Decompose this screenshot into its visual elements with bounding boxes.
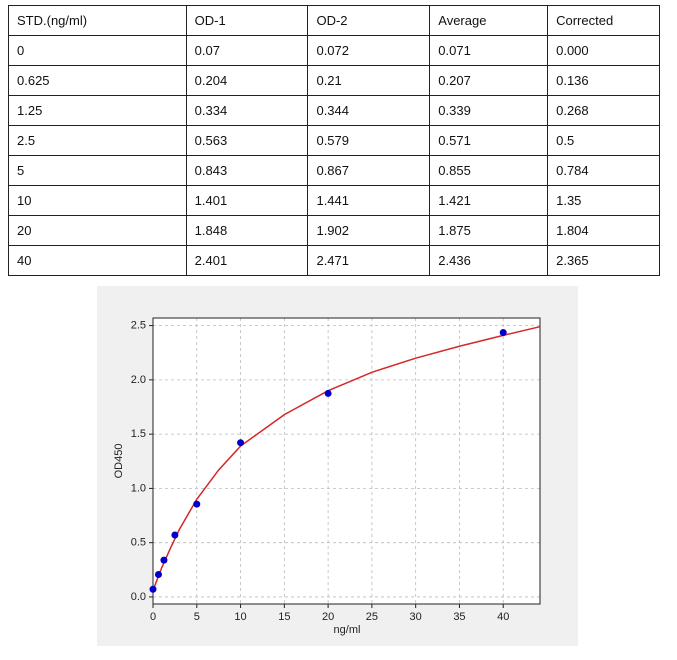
table-cell: 1.441 — [307, 185, 431, 216]
x-tick-label: 25 — [366, 611, 378, 623]
table-cell: 1.401 — [185, 185, 309, 216]
table-row: 0 0.07 0.072 0.071 0.000 — [8, 35, 660, 66]
table-cell: 1.875 — [429, 215, 549, 246]
y-tick-label: 1.5 — [131, 428, 146, 440]
data-point — [149, 585, 157, 593]
fit-curve — [152, 325, 541, 591]
data-point — [171, 531, 179, 539]
table-cell: 2.401 — [185, 245, 309, 276]
table-cell: 0.268 — [547, 95, 660, 126]
y-axis-label: OD450 — [113, 444, 125, 479]
table-cell: STD.(ng/ml) — [8, 5, 187, 36]
table-cell: 1.25 — [8, 95, 187, 126]
table-row: 0.625 0.204 0.21 0.207 0.136 — [8, 65, 660, 96]
x-tick-label: 35 — [453, 611, 465, 623]
x-tick-label: 20 — [322, 611, 334, 623]
table-cell: 0.204 — [185, 65, 309, 96]
table-row: STD.(ng/ml) OD-1 OD-2 Average Corrected — [8, 5, 660, 36]
table-cell: 1.804 — [547, 215, 660, 246]
plot-frame — [152, 317, 541, 605]
table-row: 20 1.848 1.902 1.875 1.804 — [8, 215, 660, 246]
data-table: STD.(ng/ml) OD-1 OD-2 Average Corrected 0 0.07… — [8, 5, 660, 276]
table-cell: 0.344 — [307, 95, 431, 126]
table-cell: 2.5 — [8, 125, 187, 156]
table-row: 10 1.401 1.441 1.421 1.35 — [8, 185, 660, 216]
x-tick-label: 5 — [194, 611, 200, 623]
table-cell: 2.471 — [307, 245, 431, 276]
table-row: 1.25 0.334 0.344 0.339 0.268 — [8, 95, 660, 126]
table-cell: 0.136 — [547, 65, 660, 96]
table-cell: OD-2 — [307, 5, 431, 36]
data-point — [160, 556, 168, 564]
x-tick-label: 40 — [497, 611, 509, 623]
table-cell: 5 — [8, 155, 187, 186]
table-cell: 0.072 — [307, 35, 431, 66]
table-cell: 0.579 — [307, 125, 431, 156]
table-row: 2.5 0.563 0.579 0.571 0.5 — [8, 125, 660, 156]
table-cell: 0.843 — [185, 155, 309, 186]
plot-area — [153, 318, 540, 604]
table-row: 40 2.401 2.471 2.436 2.365 — [8, 245, 660, 276]
y-tick-label: 0.0 — [131, 591, 146, 603]
data-point — [324, 389, 332, 397]
table-cell: 0.563 — [185, 125, 309, 156]
table-cell: Average — [429, 5, 549, 36]
table-cell: 0.071 — [429, 35, 549, 66]
y-tick-label: 1.0 — [131, 482, 146, 494]
table-cell: 2.365 — [547, 245, 660, 276]
table-cell: 0.5 — [547, 125, 660, 156]
table-cell: 40 — [8, 245, 187, 276]
table-cell: 1.35 — [547, 185, 660, 216]
table-cell: 0.21 — [307, 65, 431, 96]
x-tick-label: 10 — [234, 611, 246, 623]
table-cell: 1.421 — [429, 185, 549, 216]
x-tick-label: 0 — [150, 611, 156, 623]
table-cell: 0 — [8, 35, 187, 66]
table-cell: 0.339 — [429, 95, 549, 126]
table-cell: 0.784 — [547, 155, 660, 186]
data-point — [193, 500, 201, 508]
table-cell: 0.334 — [185, 95, 309, 126]
table-cell: 0.07 — [185, 35, 309, 66]
x-axis-label: ng/ml — [334, 624, 361, 636]
table-cell: 20 — [8, 215, 187, 246]
table-cell: 0.855 — [429, 155, 549, 186]
table-body: STD.(ng/ml) OD-1 OD-2 Average Corrected 0 0.07… — [8, 5, 660, 276]
x-tick-label: 15 — [278, 611, 290, 623]
table-row: 5 0.843 0.867 0.855 0.784 — [8, 155, 660, 186]
table-cell: 0.625 — [8, 65, 187, 96]
data-point — [237, 439, 245, 447]
table-cell: OD-1 — [185, 5, 309, 36]
data-point — [154, 570, 162, 578]
x-tick-label: 30 — [410, 611, 422, 623]
table-cell: 1.848 — [185, 215, 309, 246]
table-cell: 10 — [8, 185, 187, 216]
table-cell: 0.207 — [429, 65, 549, 96]
table-cell: 2.436 — [429, 245, 549, 276]
y-tick-label: 0.5 — [131, 537, 146, 549]
table-cell: 1.902 — [307, 215, 431, 246]
data-point — [499, 329, 507, 337]
table-cell: 0.000 — [547, 35, 660, 66]
y-tick-label: 2.5 — [131, 320, 146, 332]
table-cell: 0.571 — [429, 125, 549, 156]
table-cell: 0.867 — [307, 155, 431, 186]
chart: ng/ml OD450 0 5 10 15 20 25 30 35 40 0.0 0.5 1.0 1.5… — [97, 286, 578, 646]
table-cell: Corrected — [547, 5, 660, 36]
y-tick-label: 2.0 — [131, 374, 146, 386]
